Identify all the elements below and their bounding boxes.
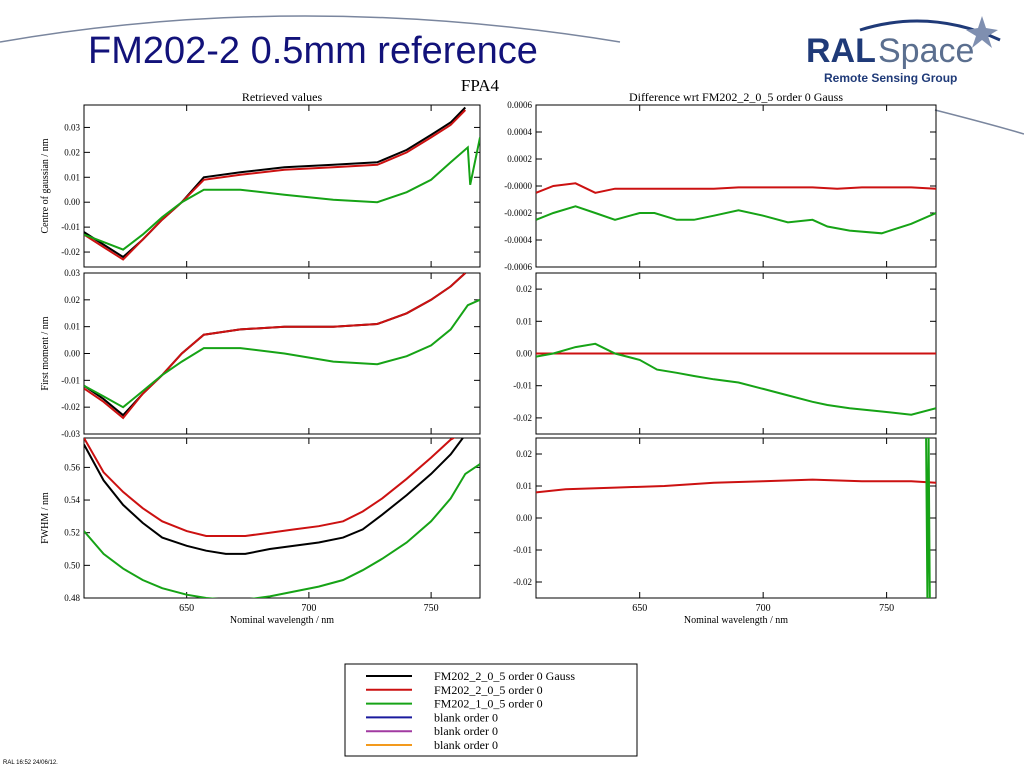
chart-panel-2: -0.0006 -0.0004 -0.0002 -0.0000 0.0002 0.0004… — [504, 90, 937, 272]
decor-arc-right — [934, 109, 1024, 135]
series-line-2 — [84, 438, 456, 537]
chart-panel-4: -0.02 -0.01 0.00 0.01 0.02 — [513, 272, 937, 435]
slide-title: FM202-2 0.5mm reference — [88, 30, 538, 72]
x-tick-label: 700 — [301, 603, 316, 614]
y-axis-label: Centre of gaussian / nm — [40, 138, 51, 233]
y-tick-label: 0.0004 — [507, 127, 532, 137]
x-tick-label: 750 — [424, 603, 439, 614]
y-tick-label: 0.50 — [64, 560, 80, 570]
y-axis-label: FWHM / nm — [40, 492, 51, 544]
y-tick-label: 0.00 — [516, 349, 532, 359]
y-tick-label: 0.02 — [64, 147, 80, 157]
series-line-2 — [84, 273, 466, 420]
y-tick-label: 0.01 — [64, 322, 80, 332]
legend-label: blank order 0 — [434, 724, 498, 738]
y-axis-label: First moment / nm — [40, 316, 51, 390]
y-tick-label: -0.01 — [513, 381, 532, 391]
series-line-1 — [536, 182, 936, 194]
plot-frame — [83, 437, 481, 599]
y-tick-label: 0.03 — [64, 268, 80, 278]
legend-label: FM202_1_0_5 order 0 — [434, 697, 543, 711]
decor-arc-left — [0, 15, 621, 43]
y-tick-label: -0.02 — [513, 577, 532, 587]
series-line-3 — [84, 137, 480, 251]
y-tick-label: -0.0000 — [504, 181, 532, 191]
series-line-2 — [536, 205, 936, 235]
logo-space-text: Space — [878, 32, 975, 70]
figure-title: FPA4 — [460, 76, 500, 95]
y-tick-label: 0.03 — [64, 122, 80, 132]
x-tick-label: 750 — [879, 603, 894, 614]
series-line-2 — [536, 342, 936, 416]
x-tick-label: 650 — [632, 603, 647, 614]
legend-label: blank order 0 — [434, 710, 498, 724]
series-line-1 — [536, 478, 936, 494]
x-tick-label: 700 — [756, 603, 771, 614]
y-tick-label: 0.00 — [64, 349, 80, 359]
y-tick-label: -0.0004 — [504, 235, 532, 245]
chart-title: Difference wrt FM202_2_0_5 order 0 Gauss — [629, 90, 843, 104]
y-tick-label: -0.02 — [61, 402, 80, 412]
y-tick-label: 0.02 — [64, 295, 80, 305]
x-axis-label: Nominal wavelength / nm — [684, 615, 788, 626]
y-tick-label: -0.01 — [61, 222, 80, 232]
chart-panel-6: -0.02 -0.01 0.00 0.01 0.02 650 700 750 Nominal w… — [513, 437, 937, 626]
chart-panel-1: -0.02 -0.01 0.00 0.01 0.02 0.03 Retrieved valu… — [40, 90, 481, 268]
y-tick-label: 0.01 — [516, 481, 532, 491]
y-tick-label: 0.01 — [516, 316, 532, 326]
y-tick-label: 0.54 — [64, 495, 80, 505]
y-tick-label: 0.02 — [516, 449, 532, 459]
chart-title: Retrieved values — [242, 90, 323, 104]
plot-frame — [535, 104, 937, 268]
series-line-3 — [84, 298, 480, 409]
y-tick-label: -0.03 — [61, 429, 80, 439]
plot-frame — [83, 104, 481, 268]
y-tick-label: 0.00 — [64, 197, 80, 207]
y-tick-label: 0.48 — [64, 593, 80, 603]
series-line-2 — [84, 109, 467, 261]
series-line-3 — [84, 463, 480, 598]
legend-label: FM202_2_0_5 order 0 Gauss — [434, 669, 575, 683]
series-line-1 — [84, 273, 466, 417]
y-tick-label: -0.02 — [513, 413, 532, 423]
x-tick-label: 650 — [179, 603, 194, 614]
chart-panel-5: 0.48 0.50 0.52 0.54 0.56 650 700 750 FWHM / nm No… — [40, 437, 481, 626]
legend-box — [344, 663, 638, 757]
footer-timestamp: RAL 16:52 24/06/12. — [3, 760, 58, 766]
y-tick-label: -0.01 — [513, 545, 532, 555]
y-tick-label: 0.56 — [64, 462, 80, 472]
y-tick-label: 0.0006 — [507, 100, 532, 110]
series-line-1 — [84, 438, 465, 555]
y-tick-label: -0.0006 — [504, 262, 532, 272]
y-tick-label: 0.02 — [516, 284, 532, 294]
plot-frame — [535, 437, 937, 599]
series-line-1 — [84, 106, 467, 259]
y-tick-label: -0.0002 — [504, 208, 532, 218]
star-swoosh-icon — [859, 16, 1001, 48]
y-tick-label: -0.02 — [61, 247, 80, 257]
logo-group-text: Remote Sensing Group — [824, 71, 958, 85]
series-line-2 — [925, 438, 931, 598]
ral-space-logo: RAL Space Remote Sensing Group — [800, 12, 1010, 88]
y-tick-label: 0.0002 — [507, 154, 532, 164]
legend-label: blank order 0 — [434, 738, 498, 752]
y-tick-label: 0.52 — [64, 528, 80, 538]
logo-ral-text: RAL — [806, 32, 876, 70]
y-tick-label: -0.01 — [61, 375, 80, 385]
y-tick-label: 0.01 — [64, 172, 80, 182]
x-axis-label: Nominal wavelength / nm — [230, 615, 334, 626]
legend-label: FM202_2_0_5 order 0 — [434, 683, 543, 697]
y-tick-label: 0.00 — [516, 513, 532, 523]
chart-panel-3: -0.03 -0.02 -0.01 0.00 0.01 0.02 0.03 First mom… — [40, 268, 481, 439]
